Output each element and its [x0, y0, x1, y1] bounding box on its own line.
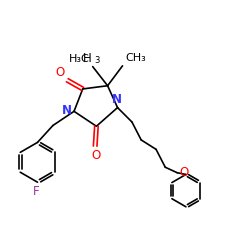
- Text: O: O: [56, 66, 65, 79]
- Text: H₃C: H₃C: [69, 54, 90, 64]
- Text: N: N: [112, 92, 122, 106]
- Text: N: N: [62, 104, 72, 117]
- Text: F: F: [33, 185, 40, 198]
- Text: 3: 3: [94, 56, 99, 65]
- Text: O: O: [180, 166, 189, 179]
- Text: CH₃: CH₃: [125, 53, 146, 63]
- Text: O: O: [92, 148, 101, 162]
- Text: H: H: [83, 52, 92, 65]
